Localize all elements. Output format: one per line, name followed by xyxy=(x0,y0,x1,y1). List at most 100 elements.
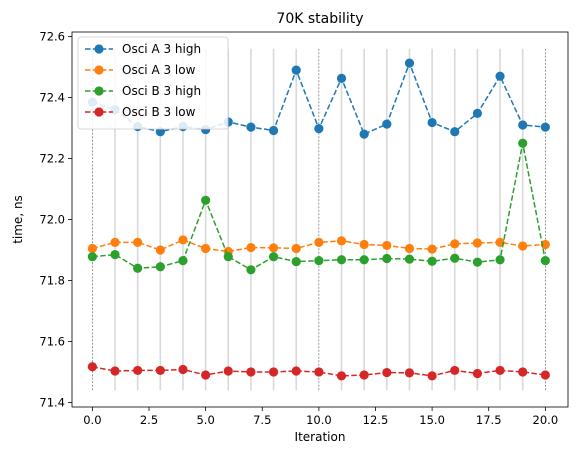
legend-label: Osci A 3 high xyxy=(122,42,201,56)
data-point xyxy=(359,239,369,250)
data-point xyxy=(178,364,188,375)
data-point xyxy=(450,239,460,249)
data-point xyxy=(291,366,301,376)
data-point xyxy=(518,367,528,377)
data-point xyxy=(133,237,143,247)
y-tick-label: 72.2 xyxy=(39,152,65,166)
data-point xyxy=(246,242,256,253)
data-point xyxy=(201,195,211,205)
x-axis-label: Iteration xyxy=(295,430,346,444)
x-tick-label: 10.0 xyxy=(306,413,332,427)
data-point xyxy=(359,370,369,380)
data-point xyxy=(450,365,460,376)
y-tick-label: 72.6 xyxy=(39,30,65,44)
data-point xyxy=(268,252,279,262)
data-point xyxy=(110,237,120,247)
data-point xyxy=(201,370,211,380)
data-point xyxy=(155,365,165,376)
data-point xyxy=(87,243,97,254)
legend-swatch-marker xyxy=(94,86,104,96)
x-tick-label: 7.5 xyxy=(253,413,271,427)
data-point xyxy=(336,371,347,381)
legend-swatch-marker xyxy=(94,107,104,117)
legend-entry: Osci A 3 low xyxy=(85,63,196,77)
data-point xyxy=(404,368,415,378)
data-point xyxy=(314,124,324,134)
data-point xyxy=(427,256,437,266)
data-point xyxy=(472,108,483,119)
data-point xyxy=(268,125,279,136)
legend-swatch-marker xyxy=(94,44,104,54)
y-axis-label: time, ns xyxy=(11,195,25,244)
y-tick-label: 72.4 xyxy=(39,91,65,105)
x-tick-label: 20.0 xyxy=(533,413,559,427)
data-point xyxy=(382,119,392,129)
data-point xyxy=(404,254,415,264)
data-point xyxy=(291,256,301,267)
data-point xyxy=(472,257,483,267)
data-point xyxy=(110,249,120,260)
legend-swatch-marker xyxy=(94,65,104,75)
x-tick-label: 0.0 xyxy=(83,413,101,427)
data-point xyxy=(246,122,256,132)
data-point xyxy=(404,58,415,68)
data-point xyxy=(382,240,392,251)
data-point xyxy=(314,237,324,247)
x-tick-label: 5.0 xyxy=(196,413,214,427)
data-point xyxy=(404,243,415,254)
legend-label: Osci B 3 low xyxy=(122,105,196,119)
x-tick-label: 12.5 xyxy=(363,413,389,427)
data-point xyxy=(201,243,211,254)
legend: Osci A 3 high Osci A 3 low Osci B 3 high Os… xyxy=(77,36,229,130)
data-point xyxy=(495,365,505,376)
data-point xyxy=(336,255,347,265)
legend-entry: Osci B 3 low xyxy=(85,105,196,119)
data-point xyxy=(336,73,347,83)
y-tick-label: 72.0 xyxy=(39,213,65,227)
legend-entry: Osci B 3 high xyxy=(85,84,201,98)
data-point xyxy=(472,238,483,248)
chart-title: 70K stability xyxy=(276,11,363,27)
data-point xyxy=(540,122,550,132)
data-point xyxy=(518,241,528,251)
data-point xyxy=(450,253,460,263)
data-point xyxy=(382,253,392,264)
data-point xyxy=(87,362,97,372)
data-point xyxy=(495,71,505,81)
data-point xyxy=(495,255,505,265)
data-point xyxy=(223,252,233,262)
data-point xyxy=(472,368,483,379)
data-point xyxy=(110,366,120,376)
data-point xyxy=(359,129,369,139)
data-point xyxy=(518,138,528,148)
x-tick-label: 2.5 xyxy=(140,413,158,427)
data-point xyxy=(223,366,233,376)
legend-label: Osci A 3 low xyxy=(122,63,196,77)
data-point xyxy=(178,256,188,266)
x-axis-ticks: 0.0 2.5 5.0 7.5 10.0 12.5 15.0 17.5 20.0 xyxy=(83,407,558,427)
vertical-marker-lines xyxy=(92,48,546,391)
data-point xyxy=(359,255,369,265)
data-point xyxy=(540,239,550,250)
data-point xyxy=(178,235,188,245)
legend-label: Osci B 3 high xyxy=(122,84,201,98)
data-point xyxy=(246,265,256,275)
data-point xyxy=(133,365,143,376)
series-3 xyxy=(87,138,550,275)
data-point xyxy=(246,367,256,377)
data-point xyxy=(155,245,165,255)
data-point xyxy=(268,367,279,377)
data-point xyxy=(427,371,437,381)
data-point xyxy=(314,367,324,377)
data-point xyxy=(314,256,324,266)
data-point xyxy=(427,244,437,254)
data-point xyxy=(518,120,528,130)
legend-entry: Osci A 3 high xyxy=(85,42,201,56)
legend-frame xyxy=(77,36,229,130)
data-point xyxy=(87,252,97,262)
y-tick-label: 71.8 xyxy=(39,273,65,287)
x-tick-label: 17.5 xyxy=(476,413,502,427)
data-point xyxy=(450,127,460,137)
data-point xyxy=(382,367,392,378)
